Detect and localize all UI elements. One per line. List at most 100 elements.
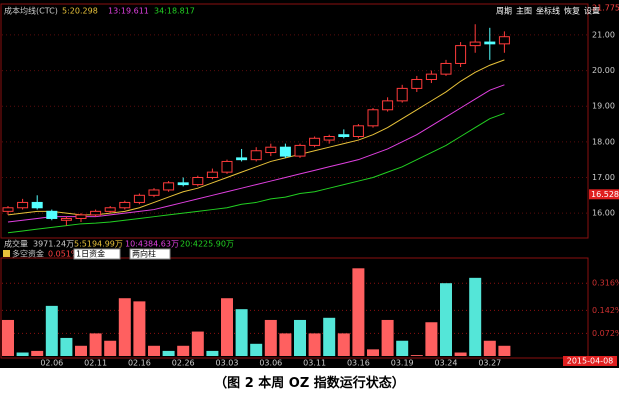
period-select[interactable] <box>73 248 121 260</box>
bar <box>133 301 146 356</box>
y-tick-label: 17.00 <box>592 173 615 182</box>
candle-body <box>2 207 14 212</box>
candle-body <box>60 217 72 221</box>
toolbar-button[interactable]: 坐标线 <box>536 6 560 16</box>
legend-entry: 34:18.817 <box>154 7 195 16</box>
candle-body <box>90 210 102 216</box>
x-tick-label: 03.11 <box>303 359 326 368</box>
bar <box>440 283 452 356</box>
bar <box>264 319 277 356</box>
bar <box>396 340 409 356</box>
bar <box>118 298 131 356</box>
bar <box>104 340 117 356</box>
x-tick-label: 03.03 <box>216 359 239 368</box>
toolbar-button[interactable]: 周期 <box>496 7 512 16</box>
y-tick-label: 19.00 <box>592 102 615 111</box>
panel-value: 0.051% <box>48 250 79 259</box>
candle-body <box>279 146 291 157</box>
bar <box>337 333 350 356</box>
bar <box>191 331 204 356</box>
chart: 成本均线(CTC) 成交量 3971.24万 5:5194.99万 10:438… <box>0 0 619 368</box>
candle-body <box>236 157 248 161</box>
x-tick-label: 03.27 <box>478 359 501 368</box>
y-tick-label: 0.316% <box>592 279 619 288</box>
candle-body <box>119 201 131 209</box>
panel-title: 多空资金 <box>12 249 44 259</box>
candle-body <box>177 182 189 186</box>
candle-body <box>425 73 437 80</box>
candle-body <box>104 207 116 212</box>
bar <box>498 345 511 356</box>
candle-body <box>133 194 145 203</box>
lower-frame <box>0 257 589 359</box>
bar <box>381 319 394 356</box>
bar <box>60 337 73 356</box>
bar <box>31 350 44 356</box>
ma-line <box>7 112 505 234</box>
candle-body <box>484 41 496 45</box>
bar <box>294 319 306 356</box>
candle-body <box>309 137 321 146</box>
bar <box>75 345 87 356</box>
y-tick-label: 18.00 <box>592 137 615 146</box>
bar <box>235 309 248 356</box>
toolbar-button[interactable]: 设置 <box>584 6 600 16</box>
bar <box>352 268 365 356</box>
bar <box>221 298 233 356</box>
candle-body <box>367 109 379 127</box>
period-select-text: 1日资金 <box>76 249 105 259</box>
bar <box>206 350 219 356</box>
y-tick-label: 0.072% <box>592 329 619 338</box>
candle-body <box>352 125 364 138</box>
x-tick-label: 02.06 <box>40 359 63 368</box>
candle-body <box>148 189 160 196</box>
candle-body <box>455 45 467 64</box>
y-tick-label: 0.142% <box>592 306 619 315</box>
x-tick-label: 02.11 <box>84 359 107 368</box>
bar <box>2 319 14 356</box>
bar <box>425 322 438 356</box>
main-frame <box>0 3 589 239</box>
date-box <box>563 356 617 366</box>
candle-body <box>250 150 262 161</box>
volume-ma: 5:5194.99万 <box>74 240 123 249</box>
y-tick-label: 16.00 <box>592 209 615 218</box>
volume-ma: 10:4384.63万 <box>125 240 179 249</box>
y-tick-label: 21.00 <box>592 30 615 39</box>
candle-body <box>382 100 394 111</box>
style-select-text: 两向柱 <box>132 249 156 259</box>
x-tick-label: 02.26 <box>172 359 195 368</box>
background <box>0 0 619 368</box>
candle-body <box>396 87 408 102</box>
candle-body <box>469 41 481 47</box>
bar <box>89 333 102 356</box>
volume-ma: 20:4225.90万 <box>180 240 234 249</box>
candle-body <box>265 146 277 154</box>
bar <box>483 340 496 356</box>
candle-body <box>192 176 204 186</box>
bar <box>279 333 292 356</box>
x-tick-label: 03.16 <box>347 359 370 368</box>
bar <box>469 277 482 356</box>
last-price-box <box>589 189 619 200</box>
bar <box>323 317 336 356</box>
x-tick-label: 02.16 <box>128 359 151 368</box>
bar <box>454 352 467 356</box>
volume-label: 成交量 <box>4 239 28 249</box>
candle-body <box>163 182 175 191</box>
style-select[interactable] <box>129 248 171 260</box>
candle-body <box>17 201 29 209</box>
bar <box>367 349 379 356</box>
last-price-label: 16.528 <box>591 190 619 199</box>
bar <box>177 345 190 356</box>
chart-title: 成本均线(CTC) <box>4 6 58 16</box>
bar <box>45 305 58 356</box>
help-icon[interactable] <box>3 250 10 257</box>
date-label: 2015-04-08 <box>567 357 614 366</box>
bar <box>250 343 263 356</box>
toolbar-button[interactable]: 主图 <box>516 6 532 16</box>
candle-body <box>221 160 233 173</box>
toolbar-button[interactable]: 恢复 <box>564 6 580 16</box>
candle-body <box>323 136 335 141</box>
